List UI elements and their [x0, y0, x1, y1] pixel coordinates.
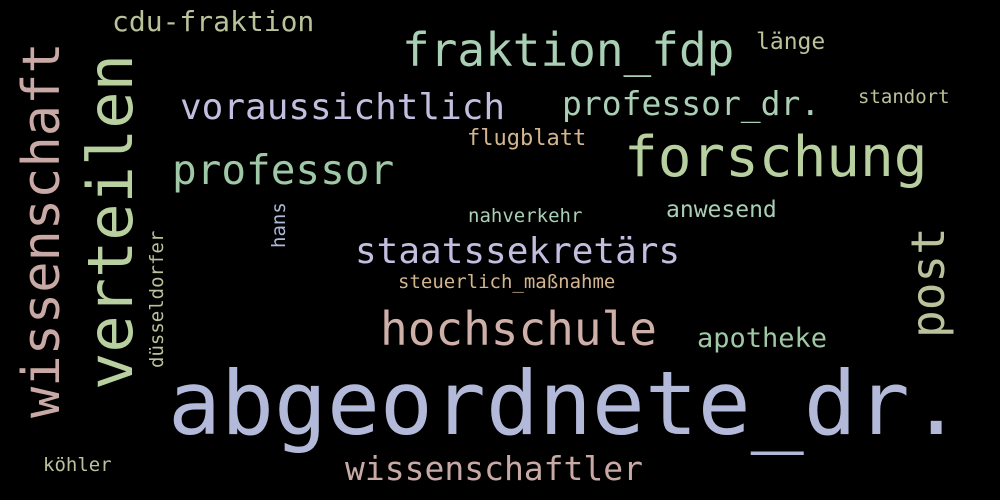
word-post: post [901, 227, 955, 338]
word-cdu-fraktion: cdu-fraktion [112, 5, 315, 38]
word-apotheke: apotheke [697, 323, 828, 354]
word-dusseldorfer: düsseldorfer [146, 230, 168, 368]
word-professor-dr: professor_dr. [562, 84, 821, 123]
word-wissenschaft: wissenschaft [12, 42, 72, 418]
word-staatssekretars: staatssekretärs [355, 231, 681, 272]
word-steuerlich-massnahme: steuerlich_maßnahme [398, 271, 616, 293]
word-abgeordnete-dr: abgeordnete_dr. [168, 352, 963, 455]
word-hochschule: hochschule [380, 302, 657, 356]
word-kohler: köhler [43, 454, 112, 476]
word-professor: professor [172, 146, 395, 194]
word-lange: länge [756, 29, 826, 55]
word-hans: hans [268, 202, 290, 248]
word-verteilen: verteilen [74, 54, 147, 390]
word-wissenschaftler: wissenschaftler [345, 449, 644, 488]
word-anwesend: anwesend [666, 197, 777, 223]
word-standort: standort [858, 86, 950, 108]
word-fraktion-fdp: fraktion_fdp [402, 23, 735, 77]
word-forschung: forschung [624, 125, 928, 190]
word-nahverkehr: nahverkehr [468, 205, 583, 227]
word-flugblatt: flugblatt [467, 126, 587, 151]
word-voraussichtlich: voraussichtlich [180, 87, 506, 128]
